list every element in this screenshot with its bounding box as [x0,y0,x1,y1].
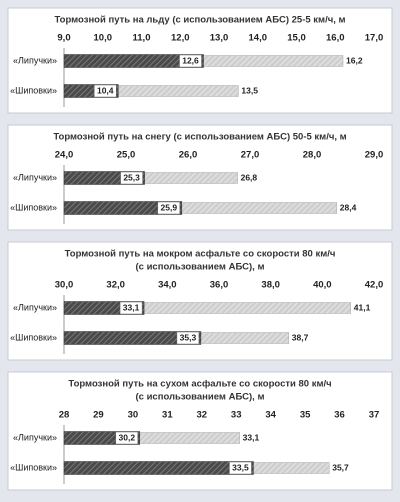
x-tick-label: 42,0 [365,280,384,291]
value-label-box [157,201,181,215]
chart-title: Тормозной путь на сухом асфальте со скор… [68,379,331,390]
chart-title: (с использованием АБС), м [136,392,265,403]
value-label: 26,8 [241,172,258,182]
category-label: «Липучки» [13,302,57,312]
bar [63,54,204,68]
x-tick-label: 36,0 [210,280,229,291]
x-tick-label: 25,0 [117,150,136,161]
value-label: 10,4 [97,85,114,95]
value-label: 35,7 [332,462,349,472]
value-label-box [115,431,139,445]
category-label: «Шиповки» [10,202,57,212]
bar [63,201,183,215]
x-tick-label: 28 [59,410,70,421]
category-label: «Шиповки» [10,332,57,342]
x-tick-label: 15,0 [287,33,306,44]
value-label: 33,1 [243,432,260,442]
value-label: 28,4 [340,202,357,212]
x-tick-label: 37 [369,410,380,421]
category-label: «Шиповки» [10,462,57,472]
x-tick-label: 34 [265,410,276,421]
x-tick-label: 34,0 [158,280,177,291]
chart-title: (с использованием АБС), м [136,262,265,273]
x-tick-label: 17,0 [365,33,384,44]
x-tick-label: 31 [162,410,173,421]
chart-title: Тормозной путь на снегу (с использование… [53,132,346,143]
chart-title: Тормозной путь на льду (с использованием… [54,15,345,26]
bar [63,461,254,475]
x-tick-label: 12,0 [171,33,190,44]
category-label: «Шиповки» [10,85,57,95]
x-tick-label: 9,0 [57,33,70,44]
x-tick-label: 26,0 [179,150,198,161]
x-tick-label: 16,0 [326,33,345,44]
value-label: 13,5 [241,85,258,95]
value-label: 38,7 [292,332,309,342]
x-tick-label: 32 [196,410,207,421]
x-tick-label: 40,0 [313,280,332,291]
value-label: 16,2 [346,55,363,65]
x-tick-label: 36 [334,410,345,421]
value-label: 33,5 [232,462,249,472]
value-label: 30,2 [119,432,136,442]
x-tick-label: 32,0 [106,280,125,291]
value-label: 12,6 [182,55,199,65]
chart-title: Тормозной путь на мокром асфальте со ско… [65,249,336,260]
value-label-box [229,461,252,475]
x-tick-label: 29 [93,410,104,421]
bar [63,331,202,345]
x-tick-label: 14,0 [249,33,268,44]
value-label-box [120,171,143,185]
value-label-box [176,331,200,345]
value-label: 35,3 [180,332,197,342]
x-tick-label: 33 [231,410,242,421]
value-label-box [94,84,117,98]
x-tick-label: 24,0 [55,150,74,161]
category-label: «Липучки» [13,432,57,442]
value-label-box [119,301,143,315]
x-tick-label: 38,0 [261,280,280,291]
value-label-box [179,54,202,68]
category-label: «Липучки» [13,55,57,65]
value-label: 25,3 [123,172,140,182]
x-tick-label: 11,0 [133,33,151,44]
x-tick-label: 28,0 [303,150,322,161]
x-tick-label: 27,0 [241,150,260,161]
x-tick-label: 13,0 [210,33,229,44]
x-tick-label: 29,0 [365,150,384,161]
x-tick-label: 10,0 [94,33,113,44]
category-label: «Липучки» [13,172,57,182]
x-tick-label: 30,0 [55,280,74,291]
x-tick-label: 35 [300,410,311,421]
x-tick-label: 30 [128,410,139,421]
value-label: 25,9 [161,202,178,212]
value-label: 41,1 [354,302,371,312]
value-label: 33,1 [123,302,140,312]
